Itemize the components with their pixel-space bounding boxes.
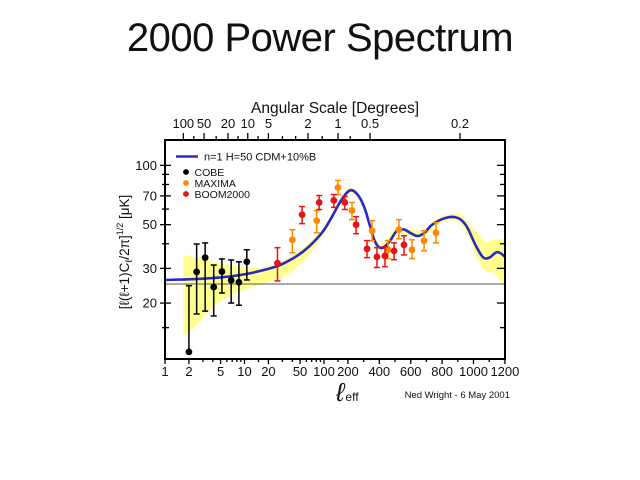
series-maxima [288,179,440,260]
data-point [420,237,428,245]
top-tick-label: 0.2 [451,116,469,131]
data-point [243,258,251,266]
legend-dot-cobe [183,169,189,175]
x-axis-title: ℓeff [335,377,359,407]
bottom-tick-label: 1 [161,364,168,379]
bottom-tick-label: 600 [400,364,422,379]
data-point [381,252,389,260]
bottom-tick-label: 20 [261,364,275,379]
bottom-tick-label: 800 [431,364,453,379]
bottom-tick-label: 200 [337,364,359,379]
left-tick-label: 50 [143,217,157,232]
data-point [384,246,392,254]
bottom-tick-label: 1200 [490,364,519,379]
data-point [210,283,218,291]
data-point [352,221,360,229]
bottom-tick-label: 2 [185,364,192,379]
data-point [373,253,381,261]
data-point [201,254,209,262]
top-tick-label: 10 [241,116,255,131]
data-point [395,226,403,233]
credit-text: Ned Wright - 6 May 2001 [405,390,510,401]
plot-area [165,179,505,356]
data-point [334,184,342,191]
data-point [330,196,338,204]
data-point [218,268,226,275]
data-point [341,199,349,206]
model-curve [165,188,505,282]
legend-label-cobe: COBE [195,167,225,179]
top-tick-label: 5 [265,116,272,131]
data-point [390,247,398,255]
data-point [313,217,321,225]
data-point [185,348,193,356]
y-axis-title: [ℓ(ℓ+1)Cℓ/2π]1/2 [μK] [115,195,135,310]
left-tick-label: 30 [143,261,157,276]
bottom-tick-label: 50 [293,364,307,379]
data-point [348,207,356,214]
data-point [298,211,306,219]
data-point [227,276,235,284]
left-tick-label: 70 [143,188,157,203]
series-cobe [185,242,251,356]
top-tick-label: 0.5 [361,116,379,131]
top-axis-title: Angular Scale [Degrees] [251,100,419,117]
legend-dot-boom2000 [183,191,189,197]
legend-label-boom2000: BOOM2000 [195,189,251,201]
top-tick-label: 20 [221,116,235,131]
bottom-tick-label: 400 [368,364,390,379]
series-boom2000 [274,193,408,282]
data-point [274,259,281,267]
data-point [400,241,408,249]
top-tick-label: 2 [304,116,311,131]
plot-frame [164,139,506,360]
data-point [288,236,296,244]
data-point [315,199,323,206]
top-tick-label: 100 [172,116,194,131]
left-tick-label: 100 [135,158,157,173]
axis-ticks [160,133,506,364]
data-point [235,278,243,286]
data-point [193,268,201,276]
bottom-tick-label: 100 [313,364,335,379]
bottom-tick-label: 10 [237,364,251,379]
data-point [368,227,376,235]
data-point [363,245,371,253]
data-point [432,229,440,237]
data-point [408,246,416,254]
top-tick-label: 1 [334,116,341,131]
legend-dot-maxima [183,180,189,186]
top-tick-label: 50 [197,116,211,131]
bottom-tick-label: 1000 [459,364,488,379]
page-title: 2000 Power Spectrum [126,16,514,60]
legend-model-label: n=1 H=50 CDM+10%B [204,152,316,164]
bottom-tick-label: 5 [217,364,224,379]
left-tick-label: 20 [143,296,157,311]
legend-label-maxima: MAXIMA [195,178,236,190]
axis-tick-labels: 100 50 20 10 5 2 1 0.5 0.21 2 5 10 20 50 100 200 400 600 8… [135,116,519,379]
